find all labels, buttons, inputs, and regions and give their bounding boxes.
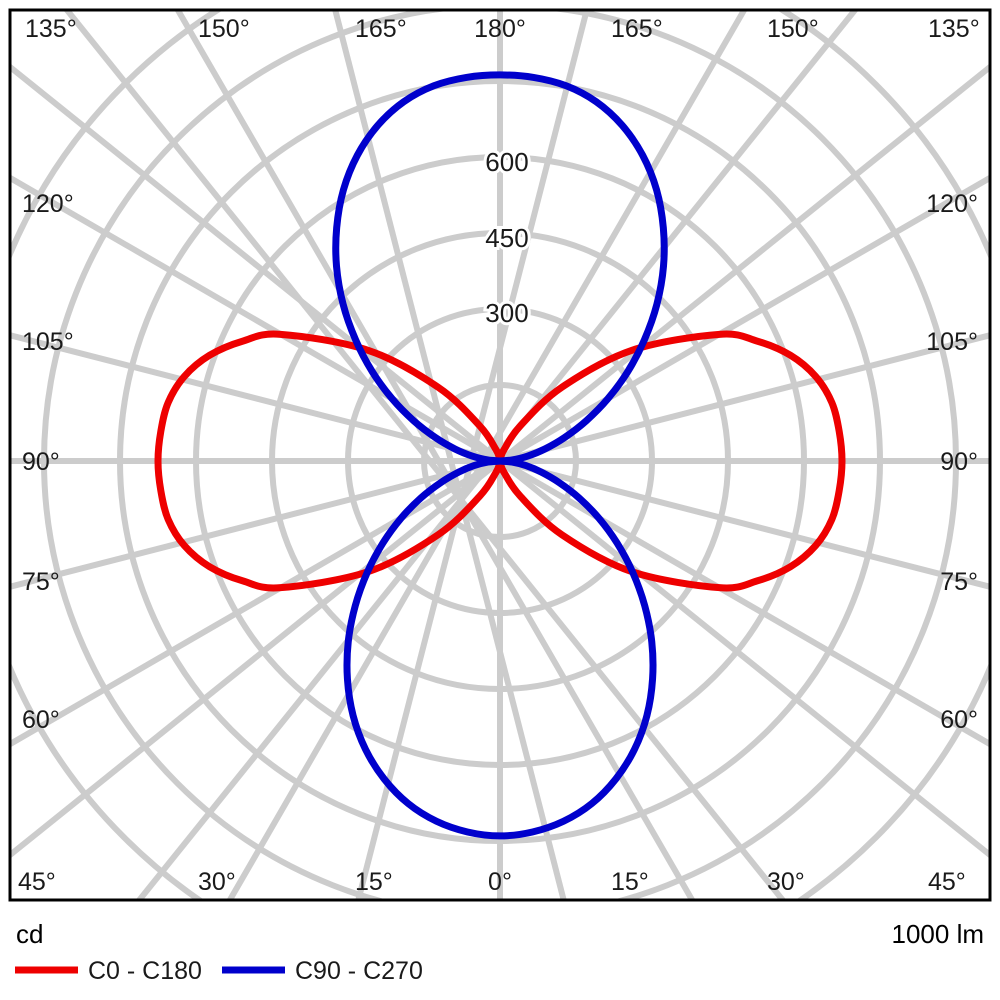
angle-label-bottom-30-left: 30° bbox=[198, 868, 236, 896]
angle-label-left-90: 90° bbox=[22, 448, 60, 476]
angle-label-top-180: 180° bbox=[474, 15, 526, 43]
angle-label-left-105: 105° bbox=[22, 328, 74, 356]
angular-labels-right: 120° 105° 90° 75° 60° bbox=[926, 190, 978, 734]
legend-label-c90-c270: C90 - C270 bbox=[295, 957, 423, 985]
radial-label-450: 450 bbox=[485, 223, 528, 253]
angle-label-top-150-right: 150° bbox=[767, 15, 819, 43]
angular-labels-left: 120° 105° 90° 75° 60° bbox=[22, 190, 74, 734]
legend-item-c0-c180[interactable]: C0 - C180 bbox=[15, 957, 202, 985]
angle-label-bottom-15-right: 15° bbox=[611, 868, 649, 896]
angular-labels-bottom: 45° 30° 15° 0° 15° 30° 45° bbox=[18, 868, 966, 896]
angle-label-bottom-0: 0° bbox=[488, 868, 512, 896]
series-curve-c90-c270 bbox=[332, 71, 668, 840]
angular-labels-top: 135° 150° 165° 180° 165° 150° 135° bbox=[25, 15, 980, 43]
unit-label-cd: cd bbox=[16, 919, 43, 949]
angle-label-top-135-left: 135° bbox=[25, 15, 77, 43]
angle-label-right-120: 120° bbox=[926, 190, 978, 218]
angle-label-bottom-30-right: 30° bbox=[767, 868, 805, 896]
angle-label-right-75: 75° bbox=[940, 568, 978, 596]
radial-value-labels: 300 450 600 bbox=[482, 144, 531, 331]
angle-label-left-75: 75° bbox=[22, 568, 60, 596]
legend-label-c0-c180: C0 - C180 bbox=[88, 957, 202, 985]
angle-label-top-165-right: 165° bbox=[611, 15, 663, 43]
angle-label-left-60: 60° bbox=[22, 706, 60, 734]
flux-label: 1000 lm bbox=[892, 919, 985, 949]
angle-label-bottom-15-left: 15° bbox=[355, 868, 393, 896]
angle-label-top-165-left: 165° bbox=[355, 15, 407, 43]
angle-label-right-60: 60° bbox=[940, 706, 978, 734]
angle-label-top-150-left: 150° bbox=[198, 15, 250, 43]
angle-label-top-135-right: 135° bbox=[928, 15, 980, 43]
chart-legend: C0 - C180 C90 - C270 bbox=[15, 957, 423, 985]
data-curves bbox=[154, 71, 846, 840]
angle-label-right-90: 90° bbox=[940, 448, 978, 476]
radial-label-600: 600 bbox=[485, 147, 528, 177]
radial-label-300: 300 bbox=[485, 298, 528, 328]
angle-label-bottom-45-left: 45° bbox=[18, 868, 56, 896]
angle-label-right-105: 105° bbox=[926, 328, 978, 356]
angle-label-bottom-45-right: 45° bbox=[928, 868, 966, 896]
angle-label-left-120: 120° bbox=[22, 190, 74, 218]
legend-item-c90-c270[interactable]: C90 - C270 bbox=[222, 957, 423, 985]
